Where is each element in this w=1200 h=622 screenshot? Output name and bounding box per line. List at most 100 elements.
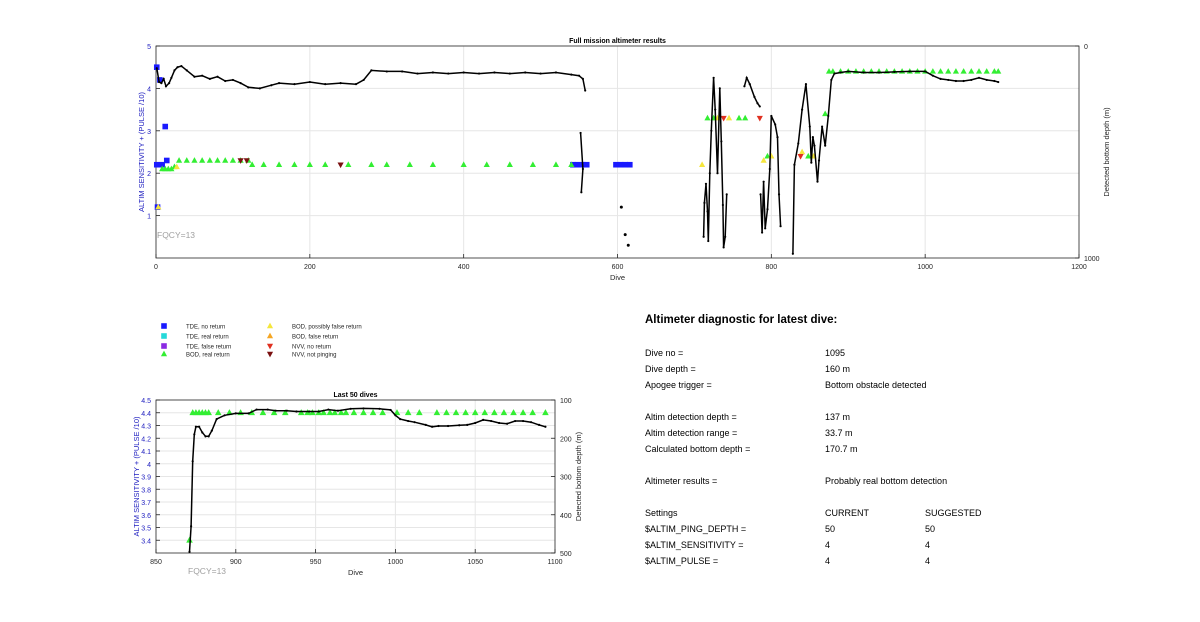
data-marker (452, 409, 460, 416)
depth-point (824, 144, 827, 147)
data-marker (529, 409, 536, 416)
diagnostic-label: Altimeter results = (645, 476, 718, 486)
data-marker (429, 161, 436, 167)
depth-point (748, 83, 751, 86)
data-marker (199, 157, 206, 163)
depth-point (336, 409, 340, 412)
depth-point (274, 409, 277, 412)
depth-point (714, 108, 717, 111)
data-marker (699, 161, 706, 167)
y2-tick-label: 300 (560, 475, 572, 482)
setting-suggested: 50 (925, 524, 936, 534)
depth-point (399, 418, 402, 421)
depth-point (962, 79, 965, 83)
legend-marker (161, 323, 167, 329)
depth-point (762, 180, 765, 183)
depth-point (458, 424, 461, 427)
depth-point (893, 70, 896, 73)
y-tick-label: 3.7 (141, 500, 151, 507)
depth-point (808, 125, 811, 128)
legend-label: BOD, real return (186, 353, 230, 359)
depth-point (466, 423, 469, 426)
data-marker (159, 161, 165, 168)
depth-point (207, 435, 210, 438)
y-tick-label: 3.5 (141, 526, 151, 533)
depth-point (702, 235, 705, 238)
depth-point (977, 76, 981, 79)
data-marker (175, 157, 183, 163)
y-axis-label: ALTIM SENSITIVITY + (PULSE /10) (132, 416, 141, 536)
depth-point (721, 203, 724, 207)
x-tick-label: 1200 (1071, 264, 1087, 271)
depth-point (761, 231, 764, 234)
data-marker (416, 409, 423, 416)
data-marker (510, 409, 517, 416)
setting-name: $ALTIM_PING_DEPTH = (645, 524, 747, 534)
depth-point (490, 419, 493, 423)
data-marker (945, 68, 952, 74)
x-tick-label: 900 (230, 559, 242, 566)
legend-label: BOD, possibly false return (292, 325, 362, 331)
depth-point (584, 89, 587, 92)
data-marker (725, 114, 733, 121)
y-tick-label: 4.1 (141, 449, 151, 456)
data-marker (983, 68, 990, 74)
depth-point (194, 425, 197, 428)
data-marker (275, 161, 283, 167)
data-marker (937, 68, 944, 74)
x-tick-label: 600 (612, 264, 624, 271)
depth-point (185, 69, 188, 72)
depth-point (537, 423, 541, 426)
depth-point (577, 74, 581, 77)
data-marker (214, 409, 222, 416)
depth-point (997, 80, 1000, 84)
y-tick-label: 3.6 (141, 513, 151, 520)
y2-tick-label: 1000 (1084, 256, 1100, 263)
depth-point (847, 70, 850, 73)
depth-point (293, 83, 296, 86)
data-marker (617, 161, 624, 168)
data-marker (345, 161, 352, 167)
diagnostic-label: Calculated bottom depth = (645, 444, 751, 454)
diagnostic-label: Dive no = (645, 348, 684, 358)
legend-label: NVV, no return (292, 345, 331, 351)
depth-point (339, 82, 342, 85)
data-marker (704, 114, 711, 121)
depth-point (827, 114, 830, 118)
depth-point (816, 180, 819, 183)
depth-point (720, 140, 723, 143)
depth-point (619, 205, 623, 209)
data-marker (206, 157, 213, 163)
data-marker (306, 161, 313, 167)
data-marker (433, 409, 441, 416)
legend-label: TDE, no return (186, 325, 225, 331)
depth-point (877, 71, 881, 74)
depth-point (718, 87, 721, 90)
depth-point (224, 79, 227, 83)
data-marker (552, 161, 560, 167)
depth-point (474, 421, 477, 425)
depth-point (570, 73, 573, 76)
y-tick-label: 4 (147, 462, 151, 469)
depth-point (529, 421, 533, 424)
depth-point (210, 429, 213, 432)
depth-point (239, 82, 242, 85)
data-marker (483, 161, 490, 167)
depth-point (756, 102, 759, 105)
x-tick-label: 1100 (547, 559, 562, 566)
legend-marker (266, 322, 274, 329)
depth-point (170, 76, 173, 79)
legend-label: TDE, false return (186, 345, 231, 351)
legend-marker (266, 351, 274, 358)
data-marker (622, 161, 628, 168)
chart-legend: TDE, no return TDE, real return TDE, false… (160, 322, 362, 359)
y-tick-label: 4.3 (141, 424, 151, 431)
diagnostic-heading: Altimeter diagnostic for latest dive: (645, 314, 838, 326)
depth-point (704, 182, 708, 185)
depth-point (191, 460, 194, 463)
diagnostic-label: Dive depth = (645, 364, 696, 374)
depth-point (401, 70, 404, 73)
depth-point (703, 201, 706, 204)
data-marker (222, 157, 229, 163)
depth-point (204, 435, 207, 438)
